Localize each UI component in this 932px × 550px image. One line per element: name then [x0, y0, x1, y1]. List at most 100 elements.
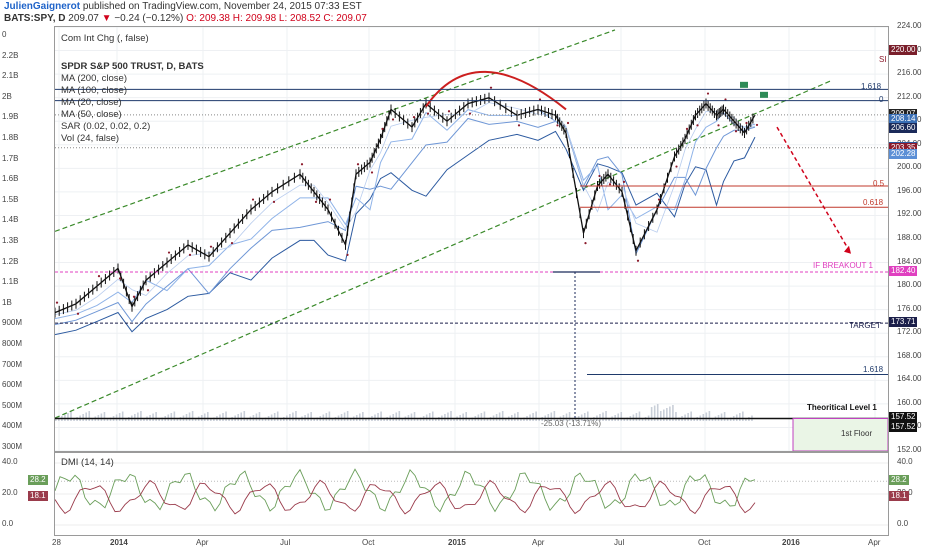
volume-bar — [504, 418, 507, 421]
price-tick-label: 212.00 — [897, 91, 922, 101]
volume-tick-label: 2B — [2, 91, 12, 101]
volume-bar — [726, 419, 729, 421]
volume-bar — [535, 411, 537, 421]
volume-bar — [659, 411, 662, 421]
volume-bar — [310, 412, 312, 421]
volume-bar — [392, 414, 395, 421]
volume-bar — [428, 413, 431, 421]
price-chart-panel[interactable]: Com Int Chg (, false) SPDR S&P 500 TRUST… — [54, 26, 889, 452]
sar-dot — [381, 127, 384, 130]
projection-arrow — [776, 126, 852, 255]
volume-bar — [638, 411, 641, 421]
sar-dot — [230, 242, 234, 245]
if-breakout-label: IF BREAKOUT 1 — [813, 261, 873, 270]
volume-bar — [134, 414, 136, 421]
volume-bar — [708, 411, 711, 421]
volume-bar — [143, 418, 145, 421]
volume-bar — [450, 411, 452, 421]
volume-bar — [106, 419, 109, 421]
volume-bar — [410, 413, 413, 421]
volume-bar — [641, 418, 644, 421]
volume-tick-label: 1.1B — [2, 277, 19, 287]
volume-bar — [550, 412, 553, 421]
volume-bar — [185, 414, 188, 421]
price-tick-label: 192.00 — [897, 209, 922, 219]
dmi-tick-right: 40.0 — [897, 457, 913, 466]
sar-dot — [745, 121, 748, 125]
volume-bar — [416, 419, 419, 421]
ohlc-close: C: 209.07 — [323, 13, 367, 24]
volume-bar — [222, 413, 224, 421]
volume-bar — [520, 419, 522, 421]
volume-bar — [346, 411, 349, 421]
price-tick-label: 164.00 — [897, 374, 922, 384]
time-tick-label: Oct — [698, 538, 711, 547]
target-label: TARGET — [849, 321, 881, 330]
volume-bar — [687, 413, 689, 421]
volume-bar — [574, 417, 577, 421]
volume-bar — [276, 411, 279, 421]
sar-dot — [566, 121, 570, 125]
dmi-panel[interactable]: DMI (14, 14) — [54, 452, 889, 536]
sar-dot — [300, 163, 304, 166]
legend-sar: SAR (0.02, 0.02, 0.2) — [61, 121, 151, 132]
time-tick-label: 2016 — [782, 538, 800, 547]
volume-bar — [292, 412, 294, 421]
fib-1618-low-label: 1.618 — [863, 365, 884, 374]
volume-bar — [243, 411, 246, 421]
volume-bar — [58, 417, 60, 421]
time-tick-label: Jul — [280, 538, 291, 547]
header-line-2: BATS:SPY, D 209.07 ▼ −0.24 (−0.12%) O: 2… — [4, 13, 367, 24]
time-tick-label: Apr — [532, 538, 545, 547]
volume-bar — [395, 412, 398, 421]
symbol-label[interactable]: BATS:SPY, D — [4, 13, 66, 24]
volume-bar — [729, 417, 732, 421]
volume-bar — [307, 413, 309, 421]
volume-bar — [203, 413, 206, 421]
volume-bar — [118, 413, 121, 421]
dmi-tick-left: 0.0 — [2, 519, 14, 528]
volume-bar — [349, 418, 352, 421]
price-tick-label: 216.00 — [897, 68, 922, 78]
price-tick-label: 184.00 — [897, 256, 922, 266]
volume-bar — [246, 418, 249, 421]
volume-bar — [121, 411, 124, 421]
volume-bar — [556, 418, 559, 421]
volume-bar — [279, 418, 282, 421]
volume-bar — [316, 417, 319, 421]
price-tick-label: 188.00 — [897, 233, 922, 242]
volume-bar — [720, 413, 723, 421]
volume-bar — [398, 411, 401, 421]
volume-tick-label: 600M — [2, 380, 23, 390]
time-tick-label: Oct — [362, 538, 375, 547]
ohlc-high: H: 209.98 — [232, 13, 277, 24]
volume-bar — [161, 417, 163, 421]
volume-bar — [240, 412, 243, 421]
price-tick-label: 168.00 — [897, 350, 922, 360]
volume-bar — [498, 412, 501, 421]
volume-bar — [453, 418, 455, 421]
price-tick-label: 200.00 — [897, 162, 922, 172]
volume-tick-label: 800M — [2, 339, 23, 348]
sar-dot — [538, 98, 542, 101]
volume-bar — [237, 414, 239, 421]
legend-com-int-chg: Com Int Chg (, false) — [61, 33, 149, 44]
volume-bar — [565, 413, 568, 421]
author-link[interactable]: JulienGaignerot — [4, 1, 81, 12]
sar-dot — [717, 124, 720, 127]
volume-tick-label: 1.2B — [2, 256, 19, 266]
volume-tick-label: 1B — [2, 297, 12, 307]
volume-tick-label: 900M — [2, 318, 23, 328]
ma100-line — [55, 117, 756, 326]
sar-dot — [447, 110, 451, 113]
price-tag: 209.07 — [889, 108, 918, 119]
volume-tick-label: 1.4B — [2, 215, 19, 225]
ma20-line — [55, 102, 756, 315]
volume-bar — [88, 411, 91, 421]
volume-tick-label: 300M — [2, 442, 23, 451]
price-tick-label: 196.00 — [897, 185, 922, 195]
price-tick-label: 160.00 — [897, 397, 922, 407]
price-tick-label: 180.00 — [897, 280, 922, 290]
time-tick-label: 28 — [52, 538, 61, 547]
volume-tick-label: 1.6B — [2, 174, 19, 184]
